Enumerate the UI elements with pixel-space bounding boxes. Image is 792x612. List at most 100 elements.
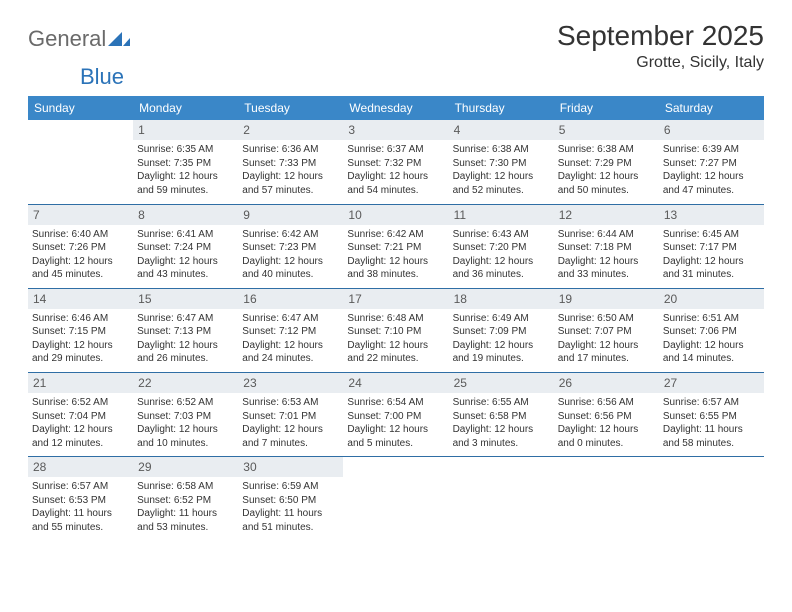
calendar-row: 21Sunrise: 6:52 AMSunset: 7:04 PMDayligh… [28,372,764,456]
col-sunday: Sunday [28,96,133,120]
calendar-row: 14Sunrise: 6:46 AMSunset: 7:15 PMDayligh… [28,288,764,372]
month-title: September 2025 [557,20,764,52]
cell-line: and 31 minutes. [663,268,760,282]
calendar-cell: 24Sunrise: 6:54 AMSunset: 7:00 PMDayligh… [343,372,448,456]
calendar-head: Sunday Monday Tuesday Wednesday Thursday… [28,96,764,120]
title-block: September 2025 Grotte, Sicily, Italy [557,20,764,72]
day-number: 15 [133,289,238,309]
cell-line: and 50 minutes. [558,184,655,198]
cell-line: Daylight: 12 hours [137,170,234,184]
cell-line: and 3 minutes. [453,437,550,451]
col-friday: Friday [554,96,659,120]
cell-line: Daylight: 12 hours [663,170,760,184]
day-number: 19 [554,289,659,309]
cell-line: Daylight: 12 hours [242,255,339,269]
calendar-cell: 10Sunrise: 6:42 AMSunset: 7:21 PMDayligh… [343,204,448,288]
cell-line: and 33 minutes. [558,268,655,282]
cell-line: Sunrise: 6:47 AM [137,312,234,326]
calendar-cell: 7Sunrise: 6:40 AMSunset: 7:26 PMDaylight… [28,204,133,288]
cell-line: Daylight: 12 hours [242,423,339,437]
day-number: 20 [659,289,764,309]
cell-line: Sunset: 6:56 PM [558,410,655,424]
cell-line: and 17 minutes. [558,352,655,366]
day-number: 24 [343,373,448,393]
cell-line: Sunrise: 6:51 AM [663,312,760,326]
cell-line: and 26 minutes. [137,352,234,366]
cell-line: and 51 minutes. [242,521,339,535]
calendar-cell: 5Sunrise: 6:38 AMSunset: 7:29 PMDaylight… [554,120,659,204]
day-number: 13 [659,205,764,225]
cell-line: Sunrise: 6:52 AM [137,396,234,410]
cell-line: and 7 minutes. [242,437,339,451]
cell-line: and 24 minutes. [242,352,339,366]
cell-line: Sunrise: 6:59 AM [242,480,339,494]
cell-line: Sunrise: 6:49 AM [453,312,550,326]
col-tuesday: Tuesday [238,96,343,120]
calendar-cell: 18Sunrise: 6:49 AMSunset: 7:09 PMDayligh… [449,288,554,372]
cell-line: Sunrise: 6:54 AM [347,396,444,410]
calendar-cell [28,120,133,204]
calendar-row: 28Sunrise: 6:57 AMSunset: 6:53 PMDayligh… [28,457,764,541]
calendar-cell: 3Sunrise: 6:37 AMSunset: 7:32 PMDaylight… [343,120,448,204]
cell-line: Daylight: 12 hours [242,339,339,353]
calendar-cell: 15Sunrise: 6:47 AMSunset: 7:13 PMDayligh… [133,288,238,372]
cell-line: Sunset: 6:50 PM [242,494,339,508]
cell-line: Sunrise: 6:53 AM [242,396,339,410]
cell-line: Sunset: 7:32 PM [347,157,444,171]
cell-line: Daylight: 12 hours [242,170,339,184]
day-number: 27 [659,373,764,393]
day-number: 17 [343,289,448,309]
cell-line: Sunset: 7:21 PM [347,241,444,255]
cell-line: Sunset: 7:24 PM [137,241,234,255]
cell-line: and 53 minutes. [137,521,234,535]
cell-line: and 43 minutes. [137,268,234,282]
cell-line: Sunrise: 6:57 AM [32,480,129,494]
cell-line: and 59 minutes. [137,184,234,198]
cell-line: and 47 minutes. [663,184,760,198]
cell-line: Sunset: 7:00 PM [347,410,444,424]
cell-line: Daylight: 12 hours [453,423,550,437]
cell-line: Sunset: 7:01 PM [242,410,339,424]
cell-line: Daylight: 11 hours [137,507,234,521]
day-number [28,120,133,124]
calendar-cell: 12Sunrise: 6:44 AMSunset: 7:18 PMDayligh… [554,204,659,288]
cell-line: and 38 minutes. [347,268,444,282]
cell-line: and 5 minutes. [347,437,444,451]
day-number: 30 [238,457,343,477]
cell-line: Daylight: 12 hours [347,170,444,184]
cell-line: Daylight: 11 hours [663,423,760,437]
cell-line: and 40 minutes. [242,268,339,282]
calendar-cell: 2Sunrise: 6:36 AMSunset: 7:33 PMDaylight… [238,120,343,204]
cell-line: Sunrise: 6:35 AM [137,143,234,157]
day-number: 21 [28,373,133,393]
day-number: 4 [449,120,554,140]
cell-line: Sunrise: 6:42 AM [347,228,444,242]
cell-line: Sunrise: 6:41 AM [137,228,234,242]
cell-line: Daylight: 12 hours [558,339,655,353]
cell-line: Sunrise: 6:47 AM [242,312,339,326]
day-number: 6 [659,120,764,140]
cell-line: Daylight: 12 hours [558,423,655,437]
cell-line: Sunset: 7:03 PM [137,410,234,424]
day-number: 1 [133,120,238,140]
cell-line: and 0 minutes. [558,437,655,451]
cell-line: and 19 minutes. [453,352,550,366]
cell-line: Daylight: 12 hours [32,255,129,269]
cell-line: and 29 minutes. [32,352,129,366]
cell-line: Daylight: 12 hours [453,339,550,353]
cell-line: Sunset: 7:10 PM [347,325,444,339]
calendar-cell [554,457,659,541]
cell-line: Sunrise: 6:40 AM [32,228,129,242]
cell-line: and 54 minutes. [347,184,444,198]
cell-line: Sunset: 7:35 PM [137,157,234,171]
cell-line: and 14 minutes. [663,352,760,366]
cell-line: Sunset: 7:13 PM [137,325,234,339]
cell-line: and 22 minutes. [347,352,444,366]
calendar-cell: 30Sunrise: 6:59 AMSunset: 6:50 PMDayligh… [238,457,343,541]
cell-line: Sunset: 7:33 PM [242,157,339,171]
calendar-cell: 22Sunrise: 6:52 AMSunset: 7:03 PMDayligh… [133,372,238,456]
cell-line: Sunset: 7:17 PM [663,241,760,255]
cell-line: Daylight: 12 hours [347,339,444,353]
calendar-cell: 26Sunrise: 6:56 AMSunset: 6:56 PMDayligh… [554,372,659,456]
calendar-cell: 9Sunrise: 6:42 AMSunset: 7:23 PMDaylight… [238,204,343,288]
